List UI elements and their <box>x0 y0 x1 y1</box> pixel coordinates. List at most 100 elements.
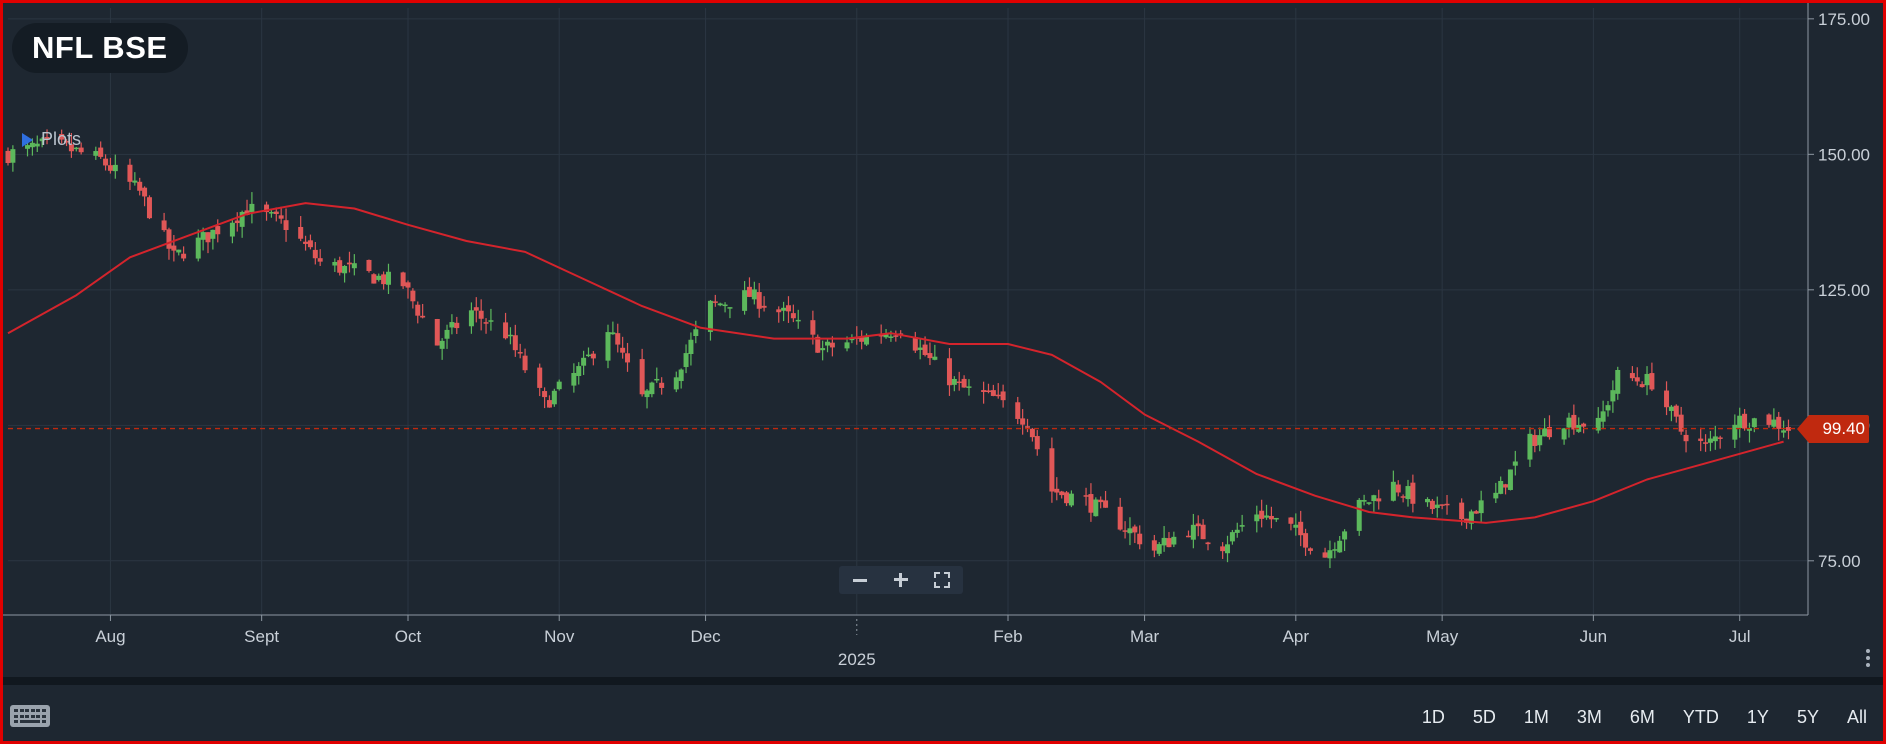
candle-body <box>376 275 382 280</box>
candle-body <box>1083 495 1089 497</box>
range-toolbar: 1D 5D 1M 3M 6M YTD 1Y 5Y All <box>3 685 1883 741</box>
range-button-1m[interactable]: 1M <box>1523 707 1549 727</box>
candle-body <box>1605 405 1611 411</box>
candle-body <box>922 344 928 355</box>
candle-body <box>985 390 991 393</box>
grid-lines <box>8 8 1808 615</box>
more-options-button[interactable] <box>1863 647 1873 673</box>
fullscreen-icon <box>934 572 951 588</box>
candle-body <box>1059 491 1065 496</box>
keyboard-icon[interactable] <box>10 705 50 727</box>
candle-body <box>1254 514 1260 522</box>
candle-body <box>483 322 489 324</box>
x-tick-label: Sept <box>244 627 279 646</box>
candle-body <box>1132 526 1138 533</box>
candle-body <box>859 337 865 342</box>
x-tick-label: Jun <box>1580 627 1607 646</box>
candle-body <box>756 292 762 309</box>
candle-body <box>1493 492 1499 499</box>
candle-body <box>195 237 201 259</box>
candle-body <box>1239 525 1245 527</box>
candle-body <box>751 289 757 300</box>
candle-body <box>229 222 235 237</box>
candle-body <box>239 211 245 227</box>
candle-body <box>1205 542 1211 545</box>
candle-body <box>1259 510 1265 519</box>
candle-body <box>78 147 84 153</box>
candle-body <box>400 272 406 287</box>
candle-body <box>829 342 835 348</box>
candle-body <box>166 229 172 249</box>
candle-body <box>678 369 684 382</box>
candle-body <box>1503 484 1509 488</box>
candle-body <box>107 165 113 171</box>
candle-body <box>1195 523 1201 527</box>
candle-body <box>581 357 587 366</box>
range-button-ytd[interactable]: YTD <box>1682 707 1719 727</box>
candle-body <box>1703 442 1709 444</box>
candle-body <box>932 356 938 360</box>
candle-body <box>1400 496 1406 498</box>
candle-body <box>25 145 31 149</box>
candle-body <box>137 181 143 191</box>
candle-body <box>1746 428 1752 431</box>
candle-body <box>1712 436 1718 442</box>
range-button-5y[interactable]: 5Y <box>1796 707 1819 727</box>
plots-toggle[interactable]: Plots <box>22 129 81 150</box>
fullscreen-button[interactable] <box>927 568 957 592</box>
candle-body <box>585 354 591 357</box>
candle-body <box>893 335 899 337</box>
candle-body <box>215 226 221 235</box>
price-chart[interactable]: 75.00100.00125.00150.00175.00AugSeptOctN… <box>3 3 1883 741</box>
candle-body <box>722 304 728 307</box>
candle-body <box>1000 391 1006 401</box>
candle-body <box>1151 540 1157 551</box>
candle-body <box>146 197 152 219</box>
candle-body <box>1020 418 1026 425</box>
candle-body <box>1532 435 1538 446</box>
candle-body <box>312 249 318 259</box>
candle-body <box>1561 428 1567 440</box>
candle-body <box>961 378 967 388</box>
candle-body <box>542 391 548 398</box>
candle-body <box>1668 406 1674 411</box>
candle-body <box>1376 498 1382 502</box>
candle-body <box>1166 538 1172 548</box>
candle-body <box>1707 438 1713 443</box>
candle-body <box>1137 533 1143 545</box>
candle-body <box>1264 515 1270 518</box>
minus-icon <box>852 578 867 582</box>
range-button-5d[interactable]: 5D <box>1472 707 1496 727</box>
candle-body <box>693 329 699 337</box>
candle-body <box>683 353 689 368</box>
candle-body <box>995 394 1001 397</box>
candle-body <box>234 220 240 224</box>
candle-body <box>1034 436 1040 450</box>
y-tick-label: 75.00 <box>1818 552 1861 571</box>
zoom-out-button[interactable] <box>845 568 875 592</box>
candle-body <box>1122 530 1128 532</box>
zoom-in-button[interactable] <box>886 568 916 592</box>
candle-body <box>649 382 655 395</box>
range-button-3m[interactable]: 3M <box>1576 707 1602 727</box>
candle-body <box>1595 417 1601 431</box>
candle-body <box>717 303 723 306</box>
x-tick-label: Dec <box>690 627 721 646</box>
candle-body <box>1566 417 1572 428</box>
candle-body <box>132 180 138 183</box>
candle-body <box>1581 423 1587 427</box>
candle-body <box>468 310 474 327</box>
candle-body <box>1444 503 1450 506</box>
range-button-1y[interactable]: 1Y <box>1746 707 1769 727</box>
range-button-all[interactable]: All <box>1846 707 1867 727</box>
candle-body <box>966 386 972 388</box>
range-button-6m[interactable]: 6M <box>1629 707 1655 727</box>
range-button-group: 1D 5D 1M 3M 6M YTD 1Y 5Y All <box>1408 704 1881 730</box>
x-tick-label: May <box>1426 627 1459 646</box>
candle-body <box>1439 504 1445 506</box>
kebab-menu-icon <box>1866 649 1870 653</box>
candle-body <box>210 229 216 239</box>
candle-body <box>512 335 518 351</box>
range-button-1d[interactable]: 1D <box>1421 707 1445 727</box>
